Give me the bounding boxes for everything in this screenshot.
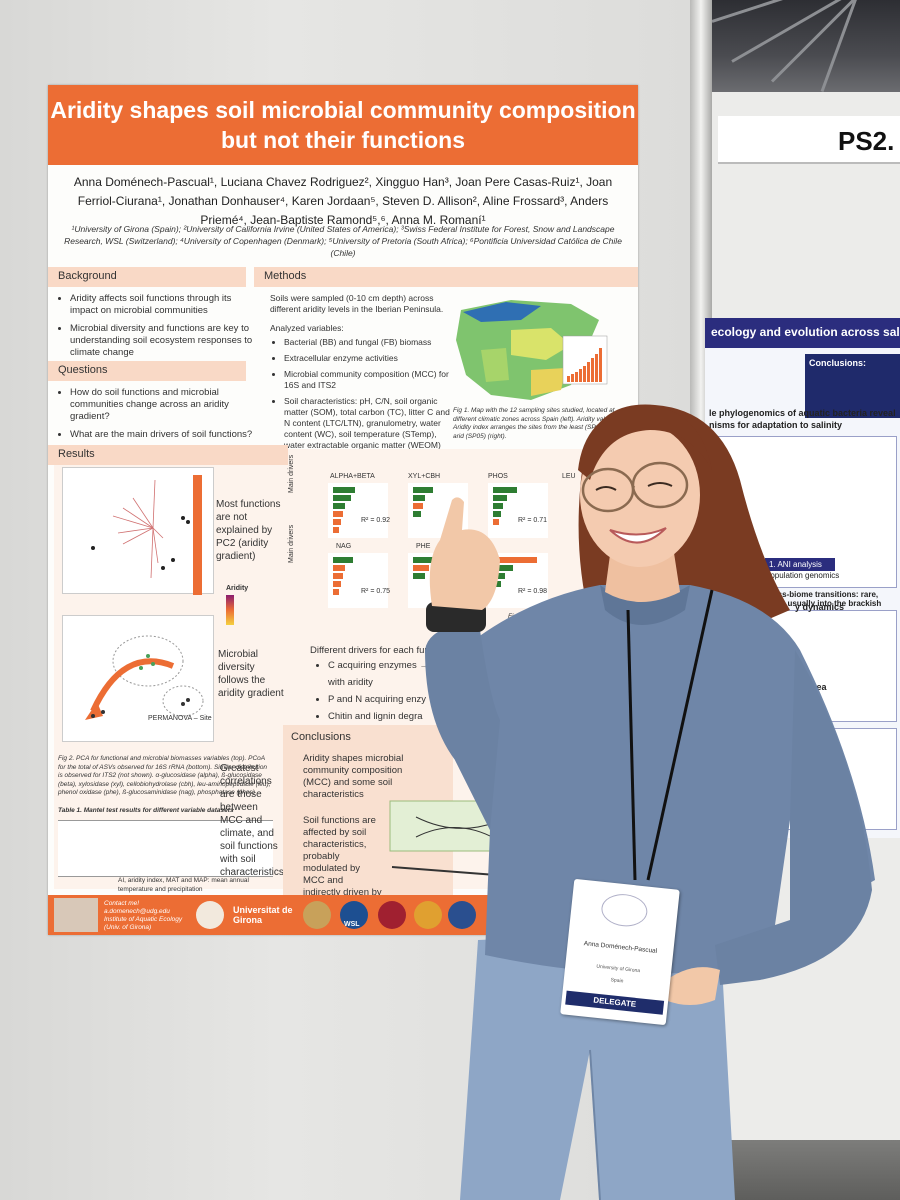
name-badge: Anna Doménech-Pascual University of Giro… [560, 878, 680, 1026]
methods-item: Bacterial (BB) and fungal (FB) biomass [284, 337, 454, 348]
question-item: What are the main drivers of soil functi… [70, 429, 260, 441]
methods-item: Microbial community composition (MCC) fo… [284, 369, 454, 391]
poster-authors: Anna Doménech-Pascual¹, Luciana Chavez R… [73, 175, 613, 227]
background-list: Aridity affects soil functions through i… [56, 293, 260, 365]
question-item: How do soil functions and microbial comm… [70, 387, 260, 423]
neighbor-heading: le phylogenomics of aquatic bacteria rev… [709, 408, 896, 418]
wsl-text: WSL [344, 921, 360, 928]
background-item: Microbial diversity and functions are ke… [70, 323, 260, 359]
neighbor-figure-2 [709, 610, 897, 722]
methods-variables-label: Analyzed variables: [270, 323, 344, 333]
methods-intro: Soils were sampled (0-10 cm depth) acros… [270, 293, 444, 314]
poster-affiliations: ¹University of Girona (Spain); ²Universi… [64, 224, 622, 258]
main-drivers-label: Main drivers [288, 524, 295, 563]
wsl-logo [340, 901, 368, 929]
panel-title: LEU [562, 473, 576, 480]
aridity-legend: Aridity [226, 585, 249, 592]
research-poster: Aridity shapes soil microbial community … [48, 85, 638, 935]
results-heading: Results [48, 445, 288, 465]
neighbor-ani-label: 1. ANI analysis [765, 558, 835, 571]
contact-info: Contact me! a.domenech@udg.edu Institute… [104, 900, 183, 931]
panel-title: PHE [416, 543, 431, 550]
neighbor-subheading: nisms for adaptation to salinity [709, 420, 843, 430]
mantel-table [58, 820, 273, 877]
driver-item: with aridity [328, 677, 373, 688]
badge-name: Anna Doménech-Pascual [583, 940, 658, 955]
r2-label: R² = 0.92 [361, 517, 390, 524]
neighbor-sea: ltic Sea [795, 682, 827, 692]
conclusion-1: Aridity shapes microbial community compo… [303, 753, 404, 800]
conference-logo [599, 891, 649, 929]
aridity-colorbar [226, 595, 234, 625]
questions-list: How do soil functions and microbial comm… [56, 387, 260, 447]
author-photo [54, 898, 98, 932]
iae-logo [196, 901, 224, 929]
neighbor-figure-3 [709, 728, 897, 830]
poster-number: PS2. [838, 126, 895, 156]
panel-title: NAG [336, 543, 352, 550]
results-note-2: Microbial diversity follows the aridity … [218, 649, 284, 699]
sampling-sites-map [456, 300, 608, 400]
neighbor-poster: ecology and evolution across salinity ba… [705, 318, 900, 838]
questions-heading: Questions [48, 361, 246, 381]
poster-number-label: PS2. [718, 116, 900, 164]
table1-caption: Table 1. Mantel test results for differe… [58, 807, 234, 814]
neighbor-conclusions: Conclusions: [805, 354, 900, 418]
methods-heading: Methods [254, 267, 638, 287]
conclusion-diagram [389, 800, 504, 877]
neighbor-ani-sub: Population genomics [765, 571, 840, 580]
main-drivers-label: Main drivers [288, 454, 295, 493]
pretoria-logo [414, 901, 442, 929]
pcoa-plot [62, 615, 214, 742]
poster-footer: Contact me! a.domenech@udg.edu Institute… [48, 895, 638, 935]
copenhagen-seal [378, 901, 406, 929]
results-note-1: Most functions are not explained by PC2 … [216, 499, 281, 562]
conclusions-heading: Conclusions [291, 731, 351, 743]
fig2-caption: Fig 2. PCA for functional and microbial … [58, 755, 271, 796]
fig1-caption: Fig 1. Map with the 12 sampling sites st… [453, 407, 621, 440]
badge-role: DELEGATE [565, 990, 665, 1015]
pca-plot [62, 467, 214, 594]
driver-item: C acquiring enzymes → [328, 660, 478, 672]
neighbor-dynamics: y dynamics [795, 602, 845, 612]
uci-seal [303, 901, 331, 929]
permanova-label: PERMANOVA – Site [148, 715, 212, 722]
puc-chile-seal [448, 901, 476, 929]
table-footnote: AI, aridity index, MAT and MAP: mean ann… [118, 877, 249, 893]
r2-label: R² = 0.98 [518, 588, 547, 595]
aridity-arrow [193, 475, 202, 595]
floor [712, 1140, 900, 1200]
fig3-caption: Fig 3. Standardi the main pre [508, 613, 592, 620]
results-note-3: Greatest correlations are those between … [220, 763, 284, 878]
methods-item: Extracellular enzyme activities [284, 353, 454, 364]
panel-title: XYL+CBH [408, 473, 441, 480]
driver-item: Chitin and lignin degra [328, 711, 478, 723]
udg-logo: Universitat de Girona [233, 905, 293, 925]
background-heading: Background [48, 267, 246, 287]
background-item: Aridity affects soil functions through i… [70, 293, 260, 317]
r2-label: R² = 0.75 [361, 588, 390, 595]
neighbor-poster-title: ecology and evolution across salinity ba… [705, 318, 900, 348]
poster-title: Aridity shapes soil microbial community … [48, 85, 638, 165]
driver-item: P and N acquiring enzy [328, 694, 478, 706]
r2-label: R² = 0.71 [518, 517, 547, 524]
ceiling [712, 0, 900, 92]
drivers-intro: Different drivers for each function [310, 645, 450, 656]
panel-title: PHOS [488, 473, 508, 480]
panel-title: ALPHA+BETA [330, 473, 375, 480]
